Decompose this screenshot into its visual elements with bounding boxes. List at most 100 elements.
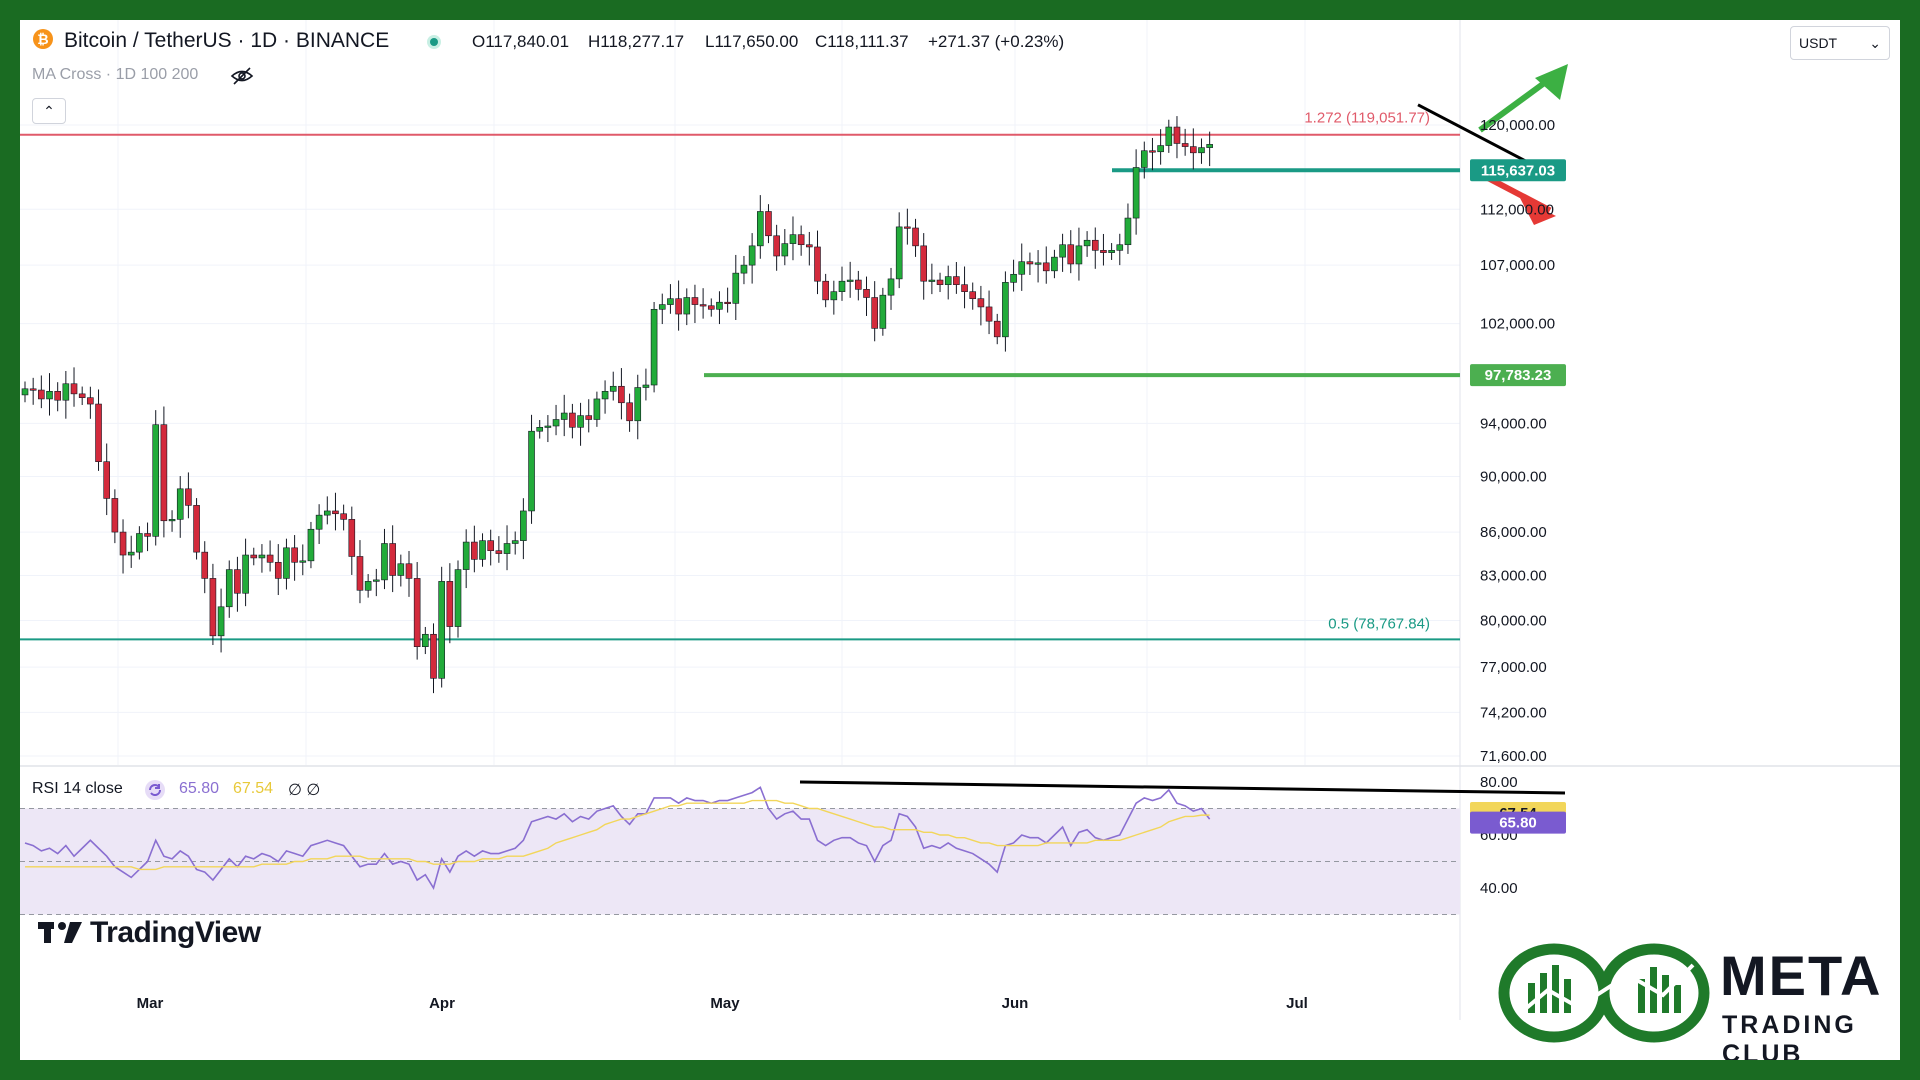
candle-body — [1190, 146, 1197, 154]
candle-body — [1140, 150, 1148, 168]
candle-body — [985, 306, 993, 322]
candle-body — [54, 391, 61, 401]
candle-body — [904, 226, 911, 229]
candle-body — [144, 533, 151, 537]
candle-body — [773, 235, 780, 257]
bitcoin-icon: ₿ — [32, 28, 54, 55]
price-tick-label: 112,000.00 — [1480, 201, 1554, 218]
change-value: +271.37 (+0.23%) — [928, 32, 1065, 51]
candle-body — [152, 424, 160, 537]
price-tick-label: 94,000.00 — [1480, 415, 1547, 432]
rsi-value-badge — [1470, 811, 1566, 834]
tradingview-text: TradingView — [90, 916, 261, 949]
candle-body — [258, 554, 266, 559]
candle-body — [560, 412, 568, 420]
rsi-ma-line — [25, 799, 1210, 871]
candle-body — [732, 272, 740, 304]
fib-05-label: 0.5 (78,767.84) — [1328, 615, 1430, 632]
candle-body — [585, 415, 593, 420]
candle-body — [299, 560, 307, 563]
candle-body — [609, 385, 617, 392]
candle-body — [601, 391, 609, 400]
candle-body — [29, 388, 37, 391]
candle-body — [1198, 147, 1205, 154]
candle-body — [806, 244, 813, 248]
candle-body — [528, 430, 535, 512]
candle-body — [920, 245, 928, 282]
candle-body — [46, 391, 53, 400]
rsi-line — [24, 786, 1211, 890]
collapse-button[interactable]: ⌃ — [32, 98, 66, 124]
candle-body — [234, 569, 241, 594]
price-tick-label: 83,000.00 — [1480, 567, 1547, 584]
candle-body — [993, 320, 1001, 338]
candle-body — [953, 276, 960, 285]
candle-body — [642, 384, 650, 388]
candle-body — [332, 510, 339, 515]
candle-body — [438, 581, 445, 679]
price-tick-label: 80,000.00 — [1480, 612, 1547, 629]
candle-body — [520, 510, 527, 541]
currency-label: USDT — [1799, 35, 1838, 51]
candle-body — [797, 234, 805, 246]
candle-body — [405, 563, 413, 579]
symbol-title[interactable]: Bitcoin / TetherUS · 1D · BINANCE — [64, 29, 390, 52]
candle-body — [961, 284, 968, 292]
candle-body — [838, 280, 846, 292]
currency-select[interactable]: USDT ⌄ — [1790, 26, 1890, 60]
low-value: L117,650.00 — [705, 32, 799, 51]
candle-body — [307, 528, 315, 562]
candle-body — [977, 298, 985, 308]
meta-title: META — [1720, 944, 1883, 1007]
candle-body — [1042, 262, 1050, 272]
rsi-ma-value: 67.54 — [233, 780, 274, 797]
month-label: Mar — [137, 995, 164, 1012]
candle-body — [765, 211, 772, 237]
price-tick-label: 90,000.00 — [1480, 469, 1547, 486]
candle-body — [185, 488, 192, 506]
price-tick-label: 120,000.00 — [1480, 117, 1555, 134]
chart-frame: 1.272 (119,051.77) 0.5 (78,767.84) 120,000… — [20, 20, 1900, 1060]
candle-body — [315, 514, 323, 530]
candle-body — [855, 279, 862, 290]
candle-body — [1124, 217, 1132, 246]
candle-body — [1108, 250, 1115, 253]
candle-body — [569, 412, 576, 428]
bullish-arrow-head — [1535, 64, 1568, 100]
candle-body — [683, 297, 691, 315]
candle-body — [462, 541, 470, 570]
candle-body — [136, 533, 143, 553]
candle-body — [70, 383, 78, 395]
rsi-label[interactable]: RSI 14 close — [32, 780, 123, 797]
price-tick-label: 86,000.00 — [1480, 524, 1547, 541]
candle-body — [38, 389, 45, 400]
green-level-badge-label: 97,783.23 — [1485, 367, 1552, 384]
ma-cross-indicator[interactable]: MA Cross · 1D 100 200 — [32, 66, 199, 83]
rsi-value-badge-label: 65.80 — [1499, 815, 1537, 832]
candle-body — [266, 554, 274, 563]
candle-body — [209, 578, 217, 637]
candle-body — [111, 498, 119, 533]
high-value: H118,277.17 — [588, 32, 685, 51]
candle-body — [373, 579, 380, 582]
candle-body — [127, 551, 135, 556]
candle-body — [1206, 144, 1213, 148]
price-tick-label: 102,000.00 — [1480, 316, 1555, 333]
open-value: O117,840.01 — [472, 32, 570, 51]
refresh-icon[interactable] — [144, 779, 166, 806]
candle-body — [1165, 126, 1173, 146]
candle-body — [119, 531, 127, 556]
bearish-arrow-head — [1520, 198, 1556, 225]
candle-body — [895, 226, 903, 280]
rsi-tick-label: 40.00 — [1480, 880, 1518, 897]
hidden-eye-icon[interactable] — [230, 66, 254, 91]
candle-body — [389, 543, 396, 576]
candle-body — [1181, 143, 1189, 147]
price-chart[interactable]: 1.272 (119,051.77) 0.5 (78,767.84) 120,000… — [20, 20, 1900, 1060]
candle-body — [634, 387, 642, 422]
candle-body — [1010, 273, 1017, 283]
close-value: C118,111.37 — [815, 32, 909, 51]
candle-body — [1100, 250, 1107, 253]
candle-body — [1026, 261, 1034, 265]
candle-body — [1059, 244, 1066, 258]
